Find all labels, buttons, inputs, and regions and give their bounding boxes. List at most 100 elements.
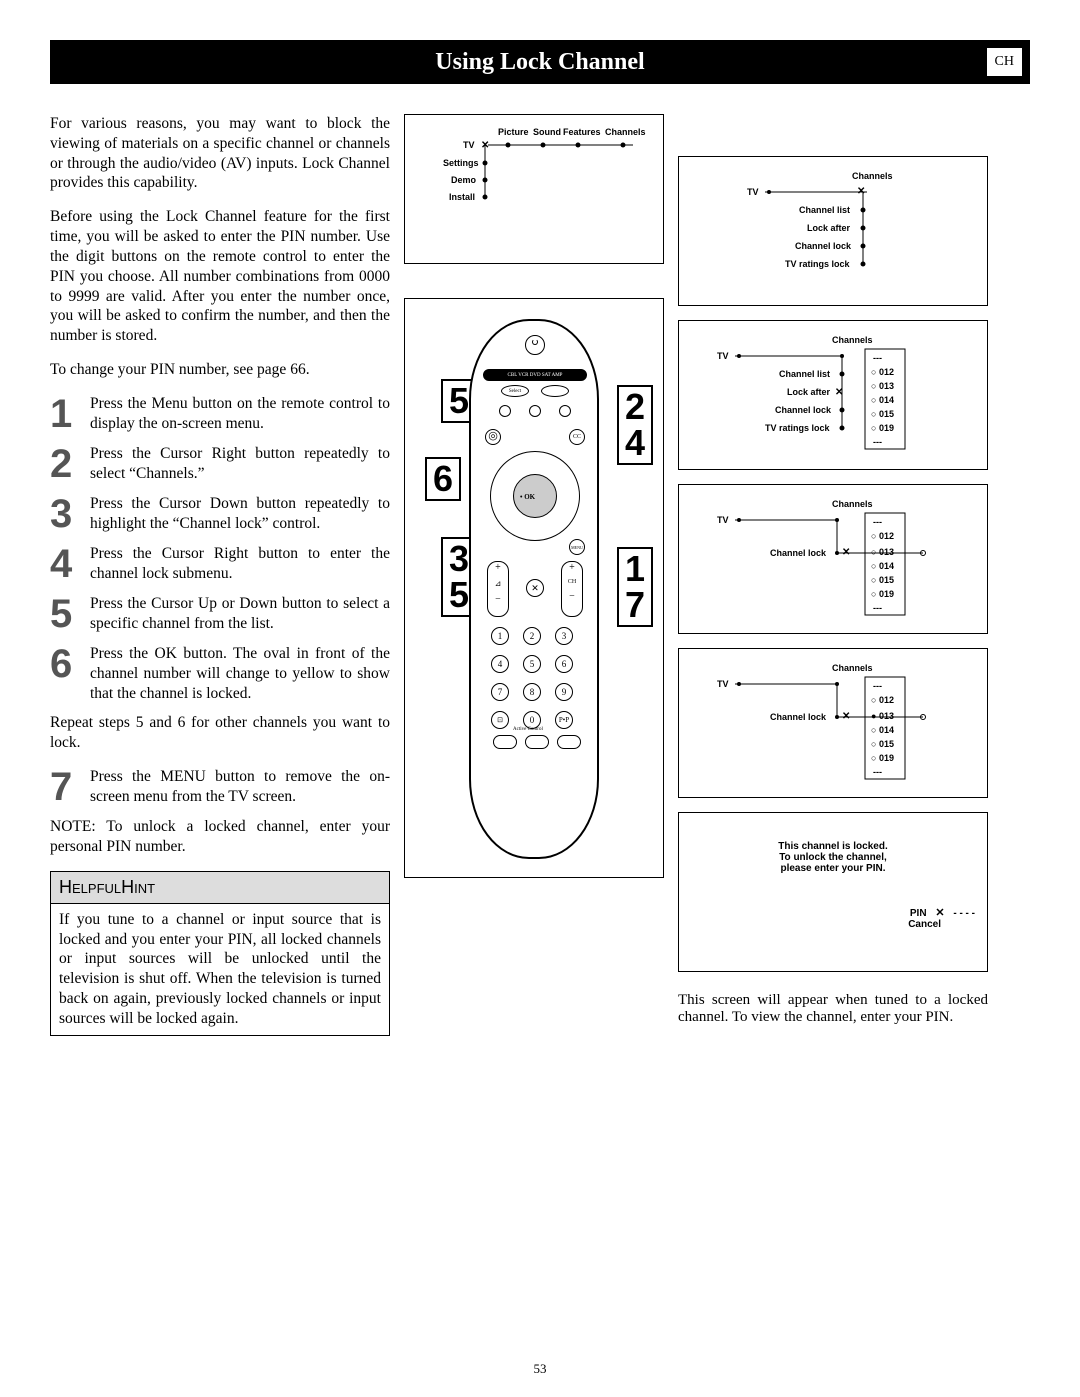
svg-text:TV ratings lock: TV ratings lock [785,259,851,269]
step-text: Press the MENU button to remove the on-s… [90,767,390,807]
select-button: Select [501,385,529,397]
prev-ch-button-icon: P•P [555,711,573,729]
step-number: 6 [50,644,78,703]
svg-text:---: --- [873,517,882,527]
header-badge: CH [987,48,1022,76]
callout-2-4: 24 [617,385,653,465]
svg-text:---: --- [873,437,882,447]
step-text: Press the Cursor Right button repeatedly… [90,444,390,484]
channels-menu-4: Channels TV Channel lock ✕ --- ○ 012 ● 0… [678,648,988,798]
callout-6: 6 [425,457,461,501]
red-button-icon [499,405,511,417]
helpful-hint-box: HelpfulHint If you tune to a channel or … [50,871,390,1036]
svg-text:○ 015: ○ 015 [871,409,894,419]
instructions-column: For various reasons, you may want to blo… [50,114,390,1036]
right-caption: This screen will appear when tuned to a … [678,992,988,1026]
remote-diagram: 5 24 6 35 17 CBL VCR DVD SAT AMP [404,298,664,878]
surf-button-icon [557,735,581,749]
svg-text:○ 019: ○ 019 [871,753,894,763]
ok-label: • OK [520,493,535,501]
step-text: Press the Cursor Down button repeatedly … [90,494,390,534]
svg-text:○ 013: ○ 013 [871,381,894,391]
channel-rocker-icon: +CH− [561,561,583,617]
lock-line-3: please enter your PIN. [691,863,975,874]
digit-4: 4 [491,655,509,673]
right-column: Channels TV ✕ Channel list Lock after Ch… [678,114,988,1036]
svg-text:○ 012: ○ 012 [871,531,894,541]
spiral-button-icon: ◎ [485,429,501,445]
svg-text:✕: ✕ [857,186,865,197]
step-6: 6 Press the OK button. The oval in front… [50,644,390,703]
svg-text:TV ratings lock: TV ratings lock [765,423,831,433]
step-number: 1 [50,394,78,434]
svg-text:Channel list: Channel list [799,205,850,215]
step-number: 2 [50,444,78,484]
digit-9: 9 [555,683,573,701]
page-number: 53 [0,1361,1080,1377]
hint-body: If you tune to a channel or input source… [51,904,389,1035]
svg-text:Channel lock: Channel lock [775,405,832,415]
svg-text:Settings: Settings [443,158,479,168]
step-number: 3 [50,494,78,534]
svg-text:✕: ✕ [842,547,850,558]
svg-text:○ 015: ○ 015 [871,575,894,585]
intro-p3: To change your PIN number, see page 66. [50,360,390,380]
svg-text:✕: ✕ [842,711,850,722]
info-button-icon [541,385,569,397]
svg-text:○ 014: ○ 014 [871,725,894,735]
pin-placeholder: - - - - [953,908,975,919]
svg-text:TV: TV [717,679,729,689]
cancel-label: Cancel [908,919,941,930]
channels-menu-3: Channels TV Channel lock ✕ --- ○ 012 ○ 0… [678,484,988,634]
step-text: Press the Menu button on the remote cont… [90,394,390,434]
svg-text:Demo: Demo [451,175,477,185]
svg-text:○ 019: ○ 019 [871,589,894,599]
svg-text:TV: TV [717,351,729,361]
svg-text:Lock after: Lock after [787,387,831,397]
step-number: 7 [50,767,78,807]
digit-8: 8 [523,683,541,701]
step-text: Press the Cursor Right button to enter t… [90,544,390,584]
format-button-icon [493,735,517,749]
digit-5: 5 [523,655,541,673]
page-title: Using Lock Channel [435,49,644,76]
cursor-icon: ✕ [935,907,944,919]
mute-button-icon: ✕ [526,579,544,597]
svg-text:Picture: Picture [498,127,529,137]
step-5: 5 Press the Cursor Up or Down button to … [50,594,390,634]
digit-2: 2 [523,627,541,645]
remote-body: CBL VCR DVD SAT AMP Select ◎ CC • OK MEN… [469,319,599,859]
digit-7: 7 [491,683,509,701]
step-1: 1 Press the Menu button on the remote co… [50,394,390,434]
bottom-row-icons [493,735,581,749]
svg-text:---: --- [873,681,882,691]
menu-button: MENU [569,539,585,555]
step-4: 4 Press the Cursor Right button to enter… [50,544,390,584]
channels-menu-1: Channels TV ✕ Channel list Lock after Ch… [678,156,988,306]
svg-text:---: --- [873,767,882,777]
svg-text:Channels: Channels [832,663,873,673]
svg-text:---: --- [873,603,882,613]
svg-text:TV: TV [717,515,729,525]
pip-button-icon: ⊡ [491,711,509,729]
svg-text:○ 014: ○ 014 [871,561,894,571]
channels-menu-2: Channels TV ✕ Channel list Lock after Ch… [678,320,988,470]
timer-button-icon [525,735,549,749]
green-button-icon [529,405,541,417]
page-header: Using Lock Channel CH [50,40,1030,84]
step-2: 2 Press the Cursor Right button repeated… [50,444,390,484]
digit-1: 1 [491,627,509,645]
yellow-button-icon [559,405,571,417]
svg-text:---: --- [873,353,882,363]
step-text: Press the OK button. The oval in front o… [90,644,390,703]
power-button-icon [525,335,545,355]
svg-text:Channel lock: Channel lock [770,712,827,722]
digit-3: 3 [555,627,573,645]
svg-text:○ 012: ○ 012 [871,695,894,705]
svg-text:✕: ✕ [835,387,843,398]
svg-text:Channel lock: Channel lock [770,548,827,558]
step-7: 7 Press the MENU button to remove the on… [50,767,390,807]
svg-text:○ 015: ○ 015 [871,739,894,749]
lock-message-panel: This channel is locked. To unlock the ch… [678,812,988,972]
intro-p2: Before using the Lock Channel feature fo… [50,207,390,346]
